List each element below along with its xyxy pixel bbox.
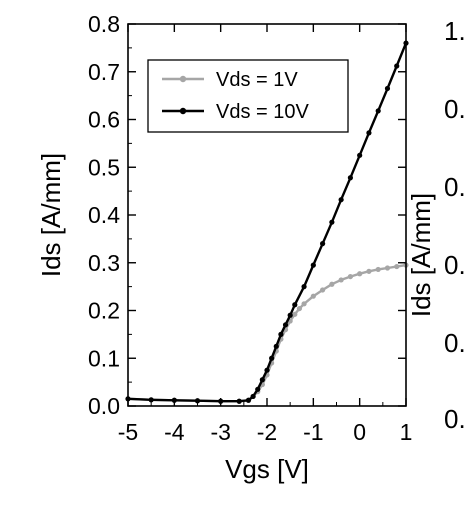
data-point	[148, 397, 154, 403]
series-line	[127, 263, 407, 403]
x-tick-label: 1	[400, 419, 413, 445]
legend-label: Vds = 1V	[216, 69, 298, 91]
data-point	[384, 85, 391, 92]
y-tick-label: 0.4	[88, 202, 120, 228]
data-point	[245, 397, 252, 403]
data-point	[301, 284, 307, 290]
legend-marker	[179, 75, 187, 83]
clipped-tick-label: 0.	[444, 172, 466, 202]
data-point	[273, 343, 279, 349]
data-point	[250, 393, 256, 400]
plot-layer	[125, 40, 409, 404]
clipped-tick-label: 1.	[444, 16, 466, 46]
data-point	[310, 293, 316, 299]
data-point	[338, 197, 344, 203]
series-vds-1v	[125, 262, 409, 404]
axes-layer: -5 -4 -3 -2 -1 0 1 0.0 0.1 0.2 0.3 0.4 0.5 0.6 0.7 0.8 V…	[36, 11, 412, 484]
y-tick-label: 0.2	[88, 298, 120, 324]
clipped-tick-label: 0.	[444, 94, 466, 124]
data-point	[278, 331, 284, 337]
data-point	[347, 175, 353, 181]
series-vds-10v	[125, 40, 409, 404]
legend: Vds = 1V Vds = 10V	[147, 59, 349, 133]
data-point	[282, 322, 289, 328]
clipped-tick-label: 0.	[444, 404, 466, 434]
data-point	[255, 386, 261, 392]
clipped-y-axis-title: Ids [A/mm]	[406, 193, 436, 317]
data-point	[320, 241, 326, 247]
data-point	[264, 367, 270, 373]
data-point	[236, 398, 242, 404]
data-point	[287, 312, 293, 318]
data-point	[366, 130, 372, 136]
y-tick-label: 0.0	[88, 393, 120, 419]
data-point	[384, 265, 391, 271]
data-point	[375, 266, 381, 273]
legend-marker	[179, 107, 187, 115]
legend-label: Vds = 10V	[216, 101, 310, 123]
data-point	[329, 281, 335, 287]
data-point	[292, 311, 298, 317]
x-tick-label: -2	[257, 419, 277, 445]
data-point	[269, 355, 275, 361]
data-point	[194, 398, 201, 404]
x-axis-title: Vgs [V]	[225, 454, 309, 484]
legend-box	[147, 59, 349, 133]
data-point	[301, 301, 307, 307]
data-point	[357, 152, 363, 158]
data-point	[357, 271, 363, 277]
y-tick-label: 0.8	[88, 11, 120, 37]
y-tick-label: 0.6	[88, 107, 120, 133]
data-point	[394, 263, 400, 270]
data-point	[347, 273, 353, 280]
data-point	[394, 63, 400, 69]
y-tick-label: 0.3	[88, 250, 120, 276]
data-point	[310, 262, 316, 268]
data-point	[296, 305, 303, 312]
clipped-tick-label: 0.	[444, 328, 466, 358]
data-point	[259, 377, 265, 383]
x-tick-label: -4	[164, 419, 185, 445]
data-point	[292, 302, 298, 308]
y-tick-label: 0.7	[88, 59, 120, 85]
x-tick-label: -3	[210, 419, 230, 445]
clipped-neighbor-panel: Ids [A/mm] 1. 0. 0. 0. 0. 0.	[406, 16, 466, 434]
y-tick-label: 0.1	[88, 345, 120, 371]
data-point	[338, 277, 344, 283]
y-axis-title: Ids [A/mm]	[36, 153, 66, 277]
x-tick-label: -1	[303, 419, 323, 445]
x-tick-label: 0	[353, 419, 366, 445]
x-tick-label: -5	[118, 419, 138, 445]
clipped-tick-label: 0.	[444, 250, 466, 280]
y-tick-label: 0.5	[88, 154, 120, 180]
data-point	[366, 268, 372, 274]
data-point	[320, 287, 326, 293]
data-point	[375, 108, 381, 114]
data-point	[329, 219, 335, 225]
